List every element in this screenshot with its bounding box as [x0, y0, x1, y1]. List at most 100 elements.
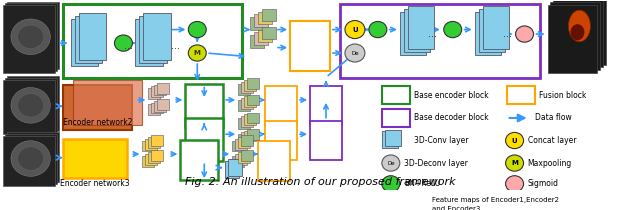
Bar: [408, 6, 434, 49]
Bar: [152, 135, 163, 146]
Bar: [547, 5, 597, 73]
Bar: [3, 80, 54, 134]
Circle shape: [506, 132, 524, 149]
Circle shape: [11, 141, 51, 176]
Bar: [72, 80, 142, 125]
Bar: [238, 137, 250, 148]
Text: Maxpooling: Maxpooling: [527, 159, 572, 168]
Text: Encoder network2: Encoder network2: [63, 118, 132, 127]
Bar: [258, 30, 272, 42]
Text: ...: ...: [171, 41, 180, 51]
Text: U: U: [512, 138, 517, 143]
Circle shape: [18, 25, 44, 49]
Bar: [225, 161, 239, 177]
Bar: [247, 129, 259, 140]
Bar: [557, 0, 606, 65]
Bar: [63, 139, 127, 177]
Bar: [180, 140, 218, 180]
Bar: [3, 136, 54, 186]
Bar: [74, 16, 102, 63]
Circle shape: [18, 147, 44, 170]
Bar: [400, 12, 426, 55]
Bar: [265, 121, 297, 160]
Bar: [4, 3, 56, 71]
Bar: [238, 134, 250, 145]
Circle shape: [382, 176, 400, 192]
Bar: [4, 78, 56, 132]
Bar: [148, 152, 161, 163]
Bar: [3, 5, 54, 73]
Bar: [4, 134, 56, 184]
Text: BN+ReLU: BN+ReLU: [404, 179, 440, 188]
Circle shape: [345, 44, 365, 62]
Bar: [385, 130, 401, 146]
Text: De: De: [387, 161, 395, 165]
Text: Base decoder block: Base decoder block: [414, 113, 488, 122]
Bar: [148, 137, 161, 148]
Bar: [154, 85, 166, 95]
Bar: [340, 4, 540, 78]
Bar: [262, 27, 276, 39]
Bar: [6, 76, 59, 131]
Bar: [382, 131, 398, 148]
Bar: [382, 109, 410, 127]
Text: ...: ...: [428, 29, 437, 39]
Bar: [63, 4, 242, 78]
Bar: [244, 80, 256, 91]
Bar: [382, 196, 395, 208]
Bar: [238, 84, 250, 94]
Text: M: M: [194, 50, 201, 56]
Bar: [475, 12, 500, 55]
Text: Sigmoid: Sigmoid: [527, 179, 559, 188]
Bar: [258, 141, 290, 181]
Bar: [254, 32, 268, 45]
Bar: [247, 113, 259, 123]
Bar: [241, 135, 253, 146]
Bar: [310, 86, 342, 126]
Bar: [228, 159, 242, 176]
Text: De: De: [351, 51, 359, 55]
Bar: [404, 9, 430, 52]
Bar: [63, 85, 132, 130]
Bar: [247, 94, 259, 105]
Bar: [157, 99, 170, 110]
Bar: [238, 100, 250, 111]
Bar: [148, 88, 161, 99]
Text: and Encoder3: and Encoder3: [432, 206, 480, 210]
Circle shape: [11, 19, 51, 55]
Ellipse shape: [568, 10, 591, 42]
Bar: [244, 131, 256, 141]
Bar: [241, 82, 253, 93]
Bar: [244, 96, 256, 107]
Bar: [70, 19, 99, 66]
Circle shape: [506, 155, 524, 171]
Circle shape: [115, 35, 132, 51]
Bar: [6, 132, 59, 182]
Bar: [250, 17, 264, 30]
Bar: [232, 156, 244, 167]
Bar: [254, 14, 268, 27]
Bar: [142, 156, 154, 167]
Circle shape: [188, 21, 206, 38]
Bar: [554, 0, 604, 67]
Bar: [265, 86, 297, 126]
Bar: [241, 132, 253, 143]
Bar: [290, 21, 330, 71]
Bar: [241, 150, 253, 161]
Bar: [154, 101, 166, 112]
Bar: [186, 118, 223, 161]
Ellipse shape: [570, 24, 584, 40]
Bar: [479, 9, 504, 52]
Bar: [79, 13, 106, 60]
Text: Base encoder block: Base encoder block: [414, 91, 488, 100]
Bar: [382, 86, 410, 104]
Text: Data flow: Data flow: [534, 113, 572, 122]
Circle shape: [11, 88, 51, 123]
Bar: [238, 152, 250, 163]
Circle shape: [506, 176, 524, 192]
Bar: [143, 13, 172, 60]
Circle shape: [18, 94, 44, 117]
Bar: [232, 140, 244, 151]
Text: Fusion block: Fusion block: [538, 91, 586, 100]
Bar: [152, 86, 163, 97]
